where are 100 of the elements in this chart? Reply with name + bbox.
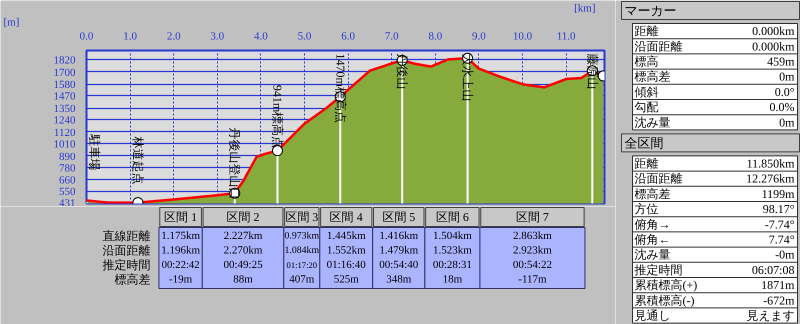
text: 7.74° <box>768 232 795 246</box>
category-label: 傾斜 <box>634 84 658 99</box>
text: 00:54:22 <box>512 258 552 271</box>
x-tick-label: 4.0 <box>254 30 268 42</box>
y-axis-title: [m] <box>4 16 20 28</box>
x-tick-label: 8.0 <box>428 30 443 42</box>
text: 全区間 <box>624 135 664 150</box>
text: 525m <box>334 273 359 286</box>
text: -0m <box>775 248 795 262</box>
text: 06:07:08 <box>752 262 795 277</box>
category-label: 距離 <box>634 156 658 170</box>
category-label: 俯角→ <box>634 217 670 232</box>
text: 407m <box>289 273 314 286</box>
y-tick-label: 660 <box>59 174 76 187</box>
y-tick-label: 1580 <box>54 79 76 92</box>
category-label: 方位 <box>634 202 658 216</box>
text: 0.000km <box>752 24 795 38</box>
category-label: 沿面距離 <box>634 172 682 186</box>
text: 2.863km <box>513 230 552 242</box>
category-label: 標高 <box>634 54 658 68</box>
x-tick-label: 3.0 <box>210 30 225 42</box>
x-tick-label: 1.0 <box>123 30 138 42</box>
text: 0.973km <box>284 230 320 242</box>
text: 18m <box>442 273 462 286</box>
category-label: 俯角← <box>634 232 670 246</box>
y-tick-label: 1010 <box>54 138 76 150</box>
y-tick-label: 890 <box>59 150 76 163</box>
x-tick-label: 2.0 <box>166 30 182 42</box>
text: -19m <box>168 273 192 286</box>
text: -117m <box>518 273 547 286</box>
category-label: 推定時間 <box>634 262 682 277</box>
category-label: 標高差 <box>634 70 670 84</box>
text: 88m <box>233 273 253 286</box>
category-label: 見通し <box>634 308 670 322</box>
y-tick-label: 1240 <box>54 114 76 127</box>
y-tick-label: 1350 <box>54 103 76 116</box>
category-label: 区間 6 <box>436 210 469 224</box>
text: 00:22:42 <box>162 258 200 271</box>
text: 1.416km <box>379 230 418 242</box>
y-tick-label: 780 <box>59 162 76 174</box>
text: マーカー <box>624 3 676 18</box>
annotation: 941m標高点 <box>270 84 284 148</box>
y-tick-label: 1700 <box>54 66 76 79</box>
text: 2.923km <box>513 244 552 256</box>
x-tick-label: 7.0 <box>384 30 400 42</box>
y-tick-label: 1470 <box>54 90 76 103</box>
x-tick-label: 9.0 <box>472 30 486 42</box>
text: 01:17:20 <box>286 260 318 270</box>
text: 00:28:31 <box>432 258 472 271</box>
text: 1.504km <box>432 230 472 242</box>
text: 1871m <box>761 278 795 292</box>
text: 1.552km <box>326 244 366 256</box>
annotation: 林道起点 <box>130 136 145 185</box>
text: 1.196km <box>161 244 200 256</box>
y-tick-label: 550 <box>59 186 76 198</box>
text: 1.479km <box>379 244 418 256</box>
category-label: 区間 2 <box>226 210 260 224</box>
category-label: 距離 <box>634 24 658 38</box>
text: 00:54:40 <box>379 258 418 271</box>
text: 98.17° <box>762 202 795 216</box>
category-label: 沿面距離 <box>634 39 682 54</box>
text: 0m <box>779 115 795 130</box>
text: 12.276km <box>746 172 795 186</box>
category-label: 標高差 <box>114 272 151 286</box>
text: 459m <box>767 54 795 68</box>
category-label: 区間 1 <box>164 210 198 224</box>
category-label: 累積標高(-) <box>634 293 694 308</box>
text: 0m <box>779 70 795 84</box>
annotation: 駐車場 <box>88 134 102 171</box>
x-tick-label: 5.0 <box>298 30 312 42</box>
category-label: 直線距離 <box>102 228 151 243</box>
x-tick-label: 0.0 <box>80 30 94 42</box>
text: 1.084km <box>284 244 320 256</box>
x-axis-title: [km] <box>574 2 596 14</box>
x-tick-label: 6.0 <box>341 30 356 42</box>
text: 11.850km <box>746 156 794 170</box>
text: 00:49:25 <box>223 258 263 271</box>
category-label: 沈み量 <box>634 115 670 130</box>
text: 2.227km <box>224 230 262 242</box>
text: 1.445km <box>326 230 366 242</box>
text: -672m <box>763 293 795 308</box>
text: 1.523km <box>432 244 472 256</box>
category-label: 累積標高(+) <box>634 278 698 292</box>
text: 0.000km <box>752 39 795 54</box>
text: 1199m <box>762 186 794 201</box>
text: -7.74° <box>764 217 794 232</box>
category-label: 区間 3 <box>285 210 318 224</box>
category-label: 区間 4 <box>330 210 363 224</box>
x-tick-label: 11.0 <box>556 30 576 42</box>
y-tick-label: 1120 <box>54 126 76 139</box>
category-label: 沿面距離 <box>102 243 151 258</box>
text: 1.175km <box>161 230 200 242</box>
category-label: 区間 7 <box>516 210 549 224</box>
x-tick-label: 10.0 <box>512 30 533 42</box>
text: 0.0% <box>770 100 795 114</box>
category-label: 標高差 <box>634 186 670 201</box>
text: 348m <box>386 273 412 286</box>
category-label: 沈み量 <box>634 248 670 262</box>
category-label: 区間 5 <box>382 210 416 224</box>
text: 見えます <box>746 308 794 322</box>
